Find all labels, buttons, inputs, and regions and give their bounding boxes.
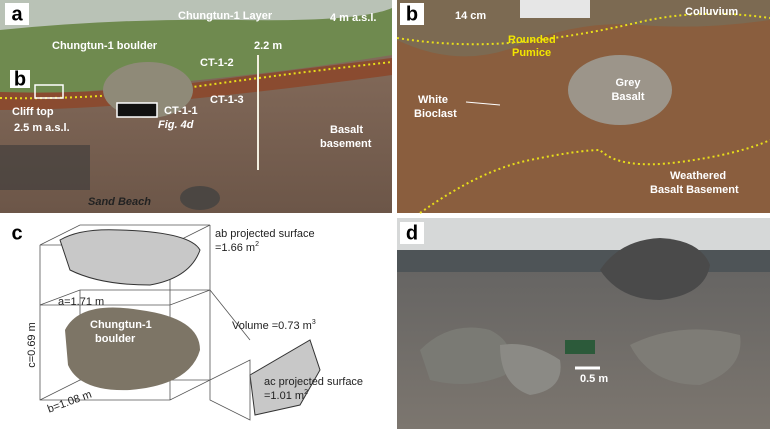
label: =1.01 m2: [264, 389, 308, 402]
panel-b: b 14 cm Colluvium Rounded Pumice Grey Ba…: [397, 0, 770, 213]
label: CT-1-2: [200, 57, 234, 69]
bag: [565, 340, 595, 354]
panel-letter: a: [11, 3, 23, 25]
label: 4 m a.s.l.: [330, 12, 376, 24]
panel-letter: b: [406, 3, 418, 25]
paper: [520, 0, 590, 18]
label: Basalt: [611, 91, 644, 103]
label: Basalt: [330, 124, 363, 136]
label: Sand Beach: [88, 196, 151, 208]
label: Basalt Basement: [650, 184, 739, 196]
label: 2.5 m a.s.l.: [14, 122, 70, 134]
label: basement: [320, 138, 372, 150]
label: Colluvium: [685, 6, 738, 18]
inset-letter: b: [14, 68, 26, 90]
tools: [0, 145, 90, 190]
label: Grey: [615, 77, 641, 89]
label: CT-1-1: [164, 105, 198, 117]
label: Volume =0.73 m3: [232, 319, 316, 332]
label: ab projected surface: [215, 228, 315, 240]
label: b=1.08 m: [46, 388, 93, 415]
panel-a: a Chungtun-1 Layer 4 m a.s.l. Chungtun-1…: [0, 0, 392, 213]
sea: [397, 250, 770, 272]
label: 0.5 m: [580, 373, 608, 385]
label: =1.66 m2: [215, 241, 259, 254]
panel-c: c ab projected surface =1.66 m2 a=1.71 m…: [5, 222, 363, 420]
label: 2.2 m: [254, 40, 282, 52]
rock: [180, 186, 220, 210]
label: Chungtun-1 Layer: [178, 10, 273, 22]
panel-d: d 0.5 m: [397, 218, 770, 429]
figure: a Chungtun-1 Layer 4 m a.s.l. Chungtun-1…: [0, 0, 770, 429]
label: boulder: [95, 333, 136, 345]
fig-box: [117, 103, 157, 117]
label: Fig. 4d: [158, 119, 194, 131]
label: Chungtun-1 boulder: [52, 40, 158, 52]
panel-letter: c: [11, 222, 22, 244]
label: a=1.71 m: [58, 296, 104, 308]
projection: [210, 290, 250, 420]
label: CT-1-3: [210, 94, 244, 106]
panel-letter: d: [406, 222, 418, 244]
ab-surface: [60, 230, 200, 285]
label: Pumice: [512, 47, 551, 59]
label: Weathered: [670, 170, 726, 182]
label: Cliff top: [12, 106, 54, 118]
label: ac projected surface: [264, 376, 363, 388]
label: Rounded: [508, 34, 556, 46]
label: c=0.69 m: [26, 322, 38, 368]
label: Chungtun-1: [90, 319, 152, 331]
label: 14 cm: [455, 10, 486, 22]
sky: [397, 218, 770, 250]
label: Bioclast: [414, 108, 457, 120]
label: White: [418, 94, 448, 106]
